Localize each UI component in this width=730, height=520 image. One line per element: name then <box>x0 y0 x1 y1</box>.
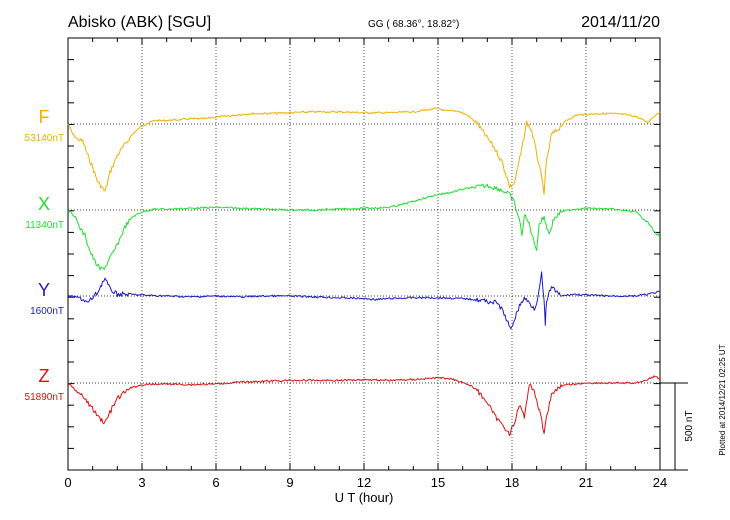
x-tick-label: 12 <box>357 475 371 490</box>
series-baseline-f: 53140nT <box>25 133 64 144</box>
coordinates-label: GG ( 68.36°, 18.82°) <box>368 19 459 30</box>
plotted-note: Plotted at 2014/12/21 02:25 UT <box>718 344 727 455</box>
series-name-f: F <box>39 107 50 127</box>
series-line-x <box>67 183 661 271</box>
x-tick-label: 15 <box>431 475 445 490</box>
station-title: Abisko (ABK) [SGU] <box>68 14 211 31</box>
axis-ticks: 0 3 6 9 12 15 18 21 24 <box>64 37 667 490</box>
series-name-y: Y <box>38 280 50 300</box>
series-line-f <box>67 107 661 195</box>
series-name-x: X <box>38 194 50 214</box>
series-line-y <box>67 271 661 330</box>
series-name-z: Z <box>39 366 50 386</box>
scale-bar: 500 nT <box>660 382 695 471</box>
series-labels: F 53140nT X 11340nT Y 1600nT Z 51890nT <box>25 107 64 403</box>
date-label: 2014/11/20 <box>581 14 660 31</box>
x-tick-label: 24 <box>653 475 667 490</box>
x-axis-label: U T (hour) <box>335 490 394 505</box>
series-baseline-z: 51890nT <box>25 392 64 403</box>
series-baseline-y: 1600nT <box>30 306 64 317</box>
x-tick-label: 18 <box>505 475 519 490</box>
x-tick-label: 9 <box>286 475 293 490</box>
series-line-z <box>67 375 661 437</box>
x-tick-label: 0 <box>64 475 71 490</box>
x-tick-label: 21 <box>579 475 593 490</box>
scale-bar-label: 500 nT <box>684 410 695 441</box>
series-baseline-x: 11340nT <box>25 220 64 231</box>
series-traces <box>67 107 661 437</box>
grid-lines <box>68 38 660 470</box>
x-tick-label: 6 <box>212 475 219 490</box>
x-tick-label: 3 <box>138 475 145 490</box>
